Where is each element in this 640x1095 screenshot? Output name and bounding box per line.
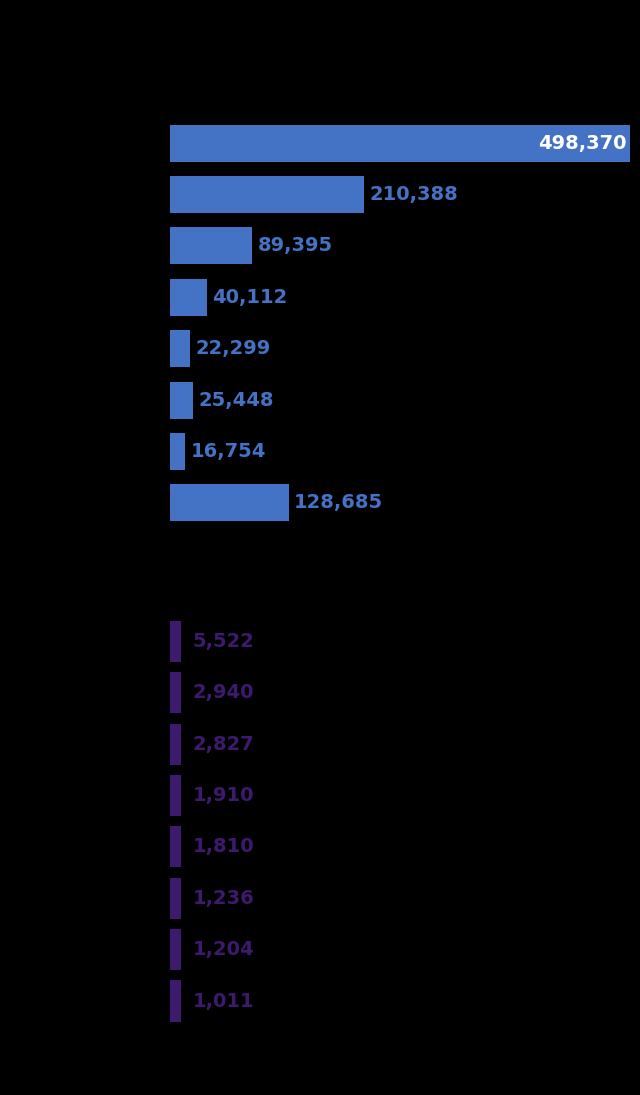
Bar [170, 279, 207, 315]
Bar [170, 484, 289, 521]
Bar [170, 724, 181, 764]
Text: 498,370: 498,370 [538, 134, 627, 152]
Text: 1,011: 1,011 [193, 992, 254, 1011]
Text: 1,910: 1,910 [193, 786, 254, 805]
Bar [170, 878, 181, 919]
Bar [170, 331, 190, 367]
Text: 128,685: 128,685 [294, 494, 383, 512]
Text: 1,236: 1,236 [193, 889, 254, 908]
Text: 16,754: 16,754 [191, 442, 266, 461]
Text: 1,810: 1,810 [193, 838, 254, 856]
Bar [170, 827, 181, 867]
Bar [170, 125, 630, 162]
Text: 2,827: 2,827 [193, 735, 254, 753]
Bar [170, 433, 185, 470]
Bar [170, 672, 181, 713]
Text: 1,204: 1,204 [193, 941, 254, 959]
Bar [170, 930, 181, 970]
Text: 2,940: 2,940 [193, 683, 254, 702]
Bar [170, 381, 193, 418]
Bar [170, 775, 181, 816]
Bar [170, 228, 252, 265]
Text: 5,522: 5,522 [193, 632, 255, 650]
Text: 22,299: 22,299 [196, 339, 271, 358]
Bar [170, 980, 181, 1022]
Text: 25,448: 25,448 [198, 391, 274, 410]
Text: 89,395: 89,395 [258, 237, 333, 255]
Bar [170, 176, 364, 214]
Text: 210,388: 210,388 [370, 185, 458, 204]
Text: 40,112: 40,112 [212, 288, 287, 307]
Bar [170, 621, 181, 662]
